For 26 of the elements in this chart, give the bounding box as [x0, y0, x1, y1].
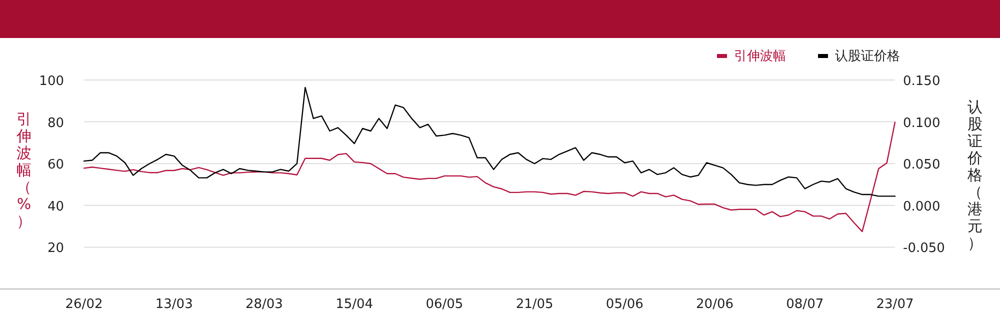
x-tick-label: 23/07 — [876, 297, 914, 312]
y-axis-title: 引伸波幅（%） — [16, 110, 32, 230]
x-tick-label: 08/07 — [786, 297, 824, 312]
x-tick-label: 05/06 — [606, 297, 644, 312]
y-tick-label: 80 — [47, 116, 64, 131]
x-tick-label: 20/06 — [696, 297, 734, 312]
y2-tick-label: 0.000 — [903, 199, 940, 214]
legend-label: 认股证价格 — [835, 49, 900, 64]
x-tick-label: 26/02 — [65, 297, 103, 312]
y2-tick-label: 0.100 — [903, 116, 940, 131]
line-series — [83, 86, 896, 197]
x-tick-label: 28/03 — [245, 297, 283, 312]
y2-tick-label: 0.050 — [903, 158, 940, 173]
y-tick-label: 60 — [47, 158, 64, 173]
line-series — [83, 122, 896, 232]
y2-tick-label: -0.050 — [903, 241, 945, 256]
y-tick-label: 40 — [47, 199, 64, 214]
legend-label: 引伸波幅 — [734, 49, 786, 64]
x-tick-label: 06/05 — [426, 297, 464, 312]
y-tick-label: 20 — [47, 241, 64, 256]
y2-tick-label: 0.150 — [903, 74, 940, 89]
text: 认股证价格（港元） — [968, 98, 982, 252]
x-tick-label: 21/05 — [516, 297, 554, 312]
x-tick-label: 15/04 — [336, 297, 374, 312]
y-tick-label: 100 — [39, 74, 64, 89]
x-tick-label: 13/03 — [155, 297, 193, 312]
